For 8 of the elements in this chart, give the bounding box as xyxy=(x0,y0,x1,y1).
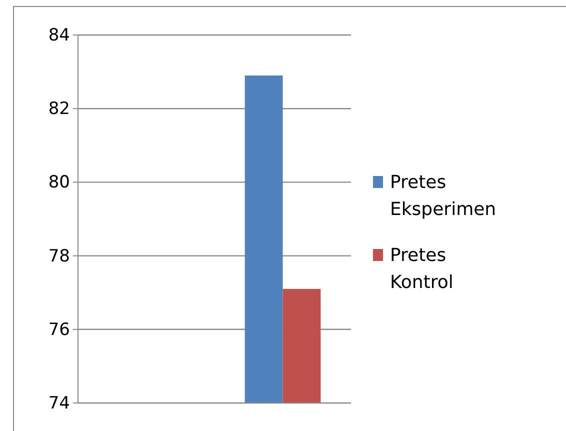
y-tick-label: 78 xyxy=(48,246,70,266)
y-tick-label: 82 xyxy=(48,99,70,120)
legend-label: Pretes Eksperimen xyxy=(390,172,496,220)
y-tick-label: 80 xyxy=(48,172,70,193)
legend-label: Pretes Kontrol xyxy=(390,245,454,293)
y-tick-label: 76 xyxy=(48,320,70,340)
y-tick-label: 74 xyxy=(48,393,70,414)
y-tick-label: 84 xyxy=(48,25,70,46)
